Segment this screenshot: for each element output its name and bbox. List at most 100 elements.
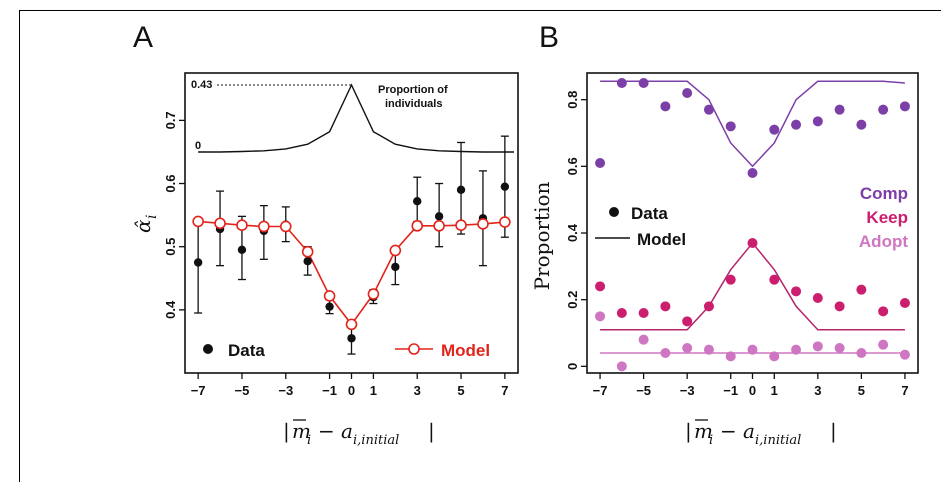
panel-a-xtick-label: 5 [457, 383, 464, 398]
legend-data-label: Data [228, 341, 265, 360]
inset-label-line1: Proportion of [378, 84, 448, 96]
legend-b-model-label: Model [637, 230, 686, 249]
adopt-data-point [769, 351, 780, 362]
adopt-data-point [725, 351, 736, 362]
comp-model-line [600, 80, 905, 168]
data-point [303, 257, 312, 266]
model-point [345, 318, 358, 331]
keep-data-point [638, 308, 649, 318]
svg-text:i: i [144, 215, 160, 219]
svg-text:i,initial: i,initial [353, 433, 399, 448]
comp-data-point [769, 124, 780, 135]
panel-b-ytick-label: 0 [565, 363, 580, 370]
model-point [323, 290, 336, 302]
keep-data-point [660, 301, 671, 312]
panel-a-ytick-label: 0.6 [163, 174, 178, 192]
model-point [192, 215, 204, 228]
model-point [367, 288, 380, 300]
keep-data-point [834, 301, 845, 312]
svg-text:|: | [283, 419, 290, 444]
model-line [198, 220, 505, 326]
panel-a-xtick-label: −5 [235, 383, 250, 398]
panel-b-ytick-label: 0.2 [565, 291, 580, 309]
svg-text:i: i [307, 433, 311, 448]
legend-data-marker [203, 344, 213, 354]
model-point [301, 245, 314, 258]
data-point [500, 182, 510, 191]
data-point [237, 245, 247, 255]
frame-left-border [19, 10, 20, 482]
legend-model-marker [408, 343, 420, 355]
panel-letter-a: A [133, 21, 153, 54]
adopt-data-point [899, 349, 910, 360]
legend-model-label: Model [441, 341, 490, 360]
adopt-data-point [638, 334, 649, 345]
model-point [214, 217, 226, 230]
panel-b-xlabel: | m i − a i,initial | [685, 419, 837, 448]
adopt-data-point [856, 348, 867, 358]
legend-b-comp-label: Comp [860, 184, 908, 203]
adopt-data-point [747, 344, 758, 355]
keep-data-point [595, 281, 606, 292]
svg-text:|: | [830, 419, 837, 444]
keep-data-point [899, 298, 910, 308]
comp-data-point [703, 104, 714, 115]
panel-a-ytick-label: 0.7 [163, 111, 178, 129]
keep-data-point [616, 308, 627, 318]
adopt-data-point [791, 344, 802, 355]
legend-b-keep-label: Keep [866, 208, 908, 227]
panel-a-xtick-label: 3 [414, 383, 421, 398]
panel-a-ytick-label: 0.5 [163, 238, 178, 256]
comp-data-point [812, 116, 823, 127]
keep-data-point [791, 286, 802, 297]
panel-b-xtick-label: −1 [723, 383, 738, 398]
adopt-data-point [660, 348, 671, 358]
comp-data-point [616, 78, 627, 88]
panel-b-xtick-label: −3 [680, 383, 695, 398]
adopt-data-point [616, 361, 627, 372]
comp-data-point [791, 119, 802, 130]
adopt-data-point [878, 339, 889, 350]
panel-b-xtick-label: −7 [593, 383, 608, 398]
model-point [389, 244, 402, 257]
comp-data-point [682, 88, 693, 98]
data-point [347, 334, 356, 343]
model-point [411, 220, 424, 232]
keep-data-point [812, 293, 823, 303]
adopt-data-point [703, 344, 714, 355]
keep-data-point [769, 274, 780, 285]
comp-data-point [834, 104, 845, 115]
model-point [433, 220, 445, 232]
comp-data-point [725, 121, 736, 132]
panel-b: −7 −5 −3 −1 0 1 3 5 700.20.40.60.8DataModelCompK… [565, 72, 919, 398]
data-point [325, 302, 334, 311]
panel-b-xtick-label: −5 [636, 383, 651, 398]
keep-data-point [703, 301, 714, 312]
svg-text:m: m [292, 419, 311, 443]
adopt-data-point [834, 343, 845, 353]
comp-data-point [595, 158, 606, 168]
model-point [477, 218, 489, 230]
svg-text:|: | [685, 419, 692, 444]
svg-text:m: m [694, 419, 713, 443]
data-point [413, 197, 422, 206]
inset-tick-top: 0.43 [191, 79, 212, 91]
inset-label-line2: individuals [385, 98, 442, 110]
frame-top-border [19, 10, 941, 11]
model-point [279, 220, 292, 233]
svg-text:−: − [318, 419, 335, 443]
legend-b-data-marker [609, 207, 619, 217]
svg-text:a: a [743, 419, 755, 443]
data-point [391, 262, 400, 272]
panel-b-xtick-label: 0 [749, 383, 756, 398]
panel-b-xtick-label: 5 [858, 383, 865, 398]
data-point [193, 258, 203, 267]
panel-b-ytick-label: 0.8 [565, 91, 580, 109]
data-point [456, 185, 466, 195]
keep-data-point [856, 284, 867, 295]
adopt-data-point [812, 341, 823, 352]
panel-b-xtick-label: 3 [814, 383, 821, 398]
adopt-data-point [682, 343, 693, 353]
panel-a-xtick-label: 7 [501, 383, 508, 398]
comp-data-point [660, 101, 671, 112]
